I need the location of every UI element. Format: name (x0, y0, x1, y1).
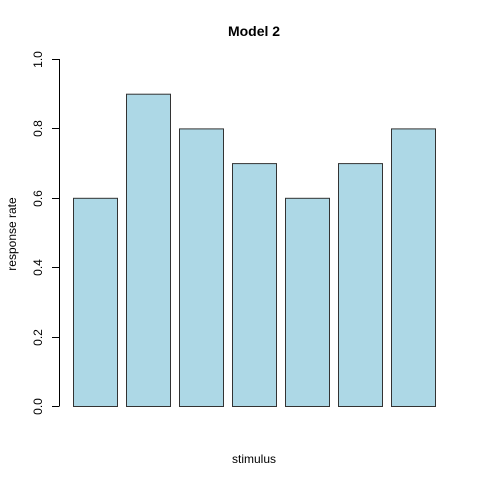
x-axis-label: stimulus (232, 452, 276, 466)
chart-title: Model 2 (228, 23, 280, 39)
bar (232, 163, 277, 407)
y-tick-label: 0.2 (31, 329, 45, 346)
y-tick-label: 0.6 (31, 190, 45, 207)
y-tick-label: 0.0 (31, 398, 45, 415)
bar (126, 93, 171, 407)
y-tick-label: 0.4 (31, 259, 45, 276)
bar (391, 128, 436, 407)
bar (338, 163, 383, 407)
bar (285, 197, 330, 407)
y-tick-label: 1.0 (31, 51, 45, 68)
bars-group (73, 93, 436, 407)
y-axis: 0.0 0.2 0.4 0.6 0.8 1.0 (31, 51, 60, 415)
y-axis-label: response rate (5, 197, 19, 271)
y-tick-label: 0.8 (31, 120, 45, 137)
bar (73, 197, 118, 407)
bar (179, 128, 224, 407)
